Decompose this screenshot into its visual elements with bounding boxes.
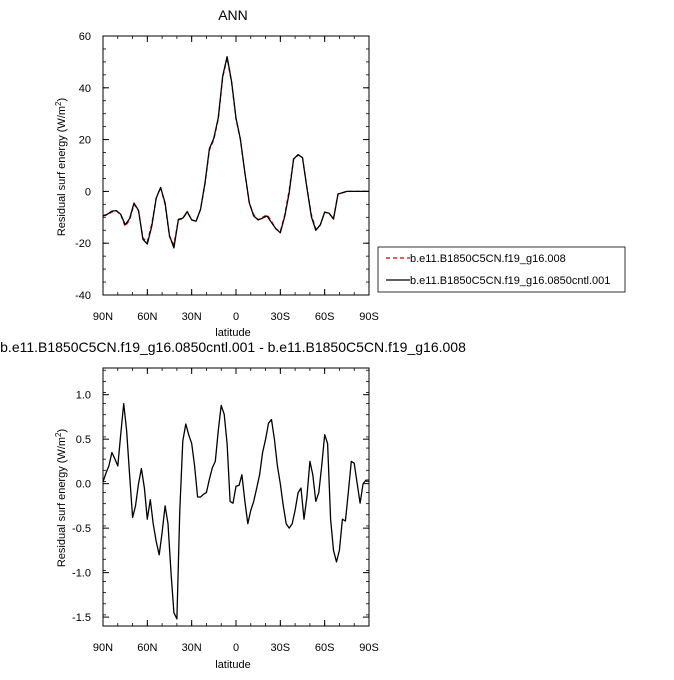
- bottom-x-tick-label: 30N: [182, 642, 202, 654]
- top-y-axis: -40 -20 0 20 40 60: [75, 31, 369, 302]
- top-y-axis-label: Residual surf energy (W/m2): [54, 98, 68, 236]
- top-series-line-2: [102, 56, 369, 249]
- top-x-axis: 90N 60N 30N 0 30S 60S 90S: [93, 36, 379, 323]
- bottom-x-tick-label: 90N: [93, 642, 113, 654]
- top-y-tick-label: -20: [75, 238, 91, 250]
- legend-box: [377, 246, 626, 293]
- bottom-y-tick-label: 1.0: [76, 390, 91, 402]
- top-y-axis-label-main: Residual surf energy (W/m: [56, 106, 68, 236]
- bottom-chart-title: b.e11.B1850C5CN.f19_g16.0850cntl.001 - b…: [0, 339, 466, 355]
- bottom-y-tick-label: 0.5: [76, 434, 91, 446]
- legend-label-series-1: b.e11.B1850C5CN.f19_g16.008: [410, 253, 566, 265]
- top-x-axis-label: latitude: [215, 327, 250, 339]
- bottom-x-tick-label: 0: [233, 642, 239, 654]
- top-chart-title: ANN: [218, 7, 248, 23]
- top-x-tick-label: 90N: [93, 311, 113, 323]
- bottom-x-tick-label: 60N: [137, 642, 157, 654]
- top-x-tick-label: 30N: [182, 311, 202, 323]
- bottom-y-axis-label-sup: 2: [54, 432, 63, 437]
- bottom-y-tick-label: -1.5: [72, 612, 91, 624]
- bottom-y-tick-label: 0.0: [76, 479, 91, 491]
- bottom-x-axis: 90N 60N 30N 0 30S 60S 90S: [93, 368, 379, 654]
- bottom-y-axis-label-main: Residual surf energy (W/m: [56, 437, 68, 567]
- bottom-plot-frame: [102, 367, 370, 627]
- top-y-axis-label-end: ): [56, 98, 68, 102]
- bottom-chart: b.e11.B1850C5CN.f19_g16.0850cntl.001 - b…: [0, 339, 466, 671]
- top-y-tick-label: 0: [85, 186, 91, 198]
- bottom-x-tick-label: 60S: [315, 642, 335, 654]
- bottom-y-tick-label: -0.5: [72, 523, 91, 535]
- legend-label-series-2: b.e11.B1850C5CN.f19_g16.0850cntl.001: [410, 275, 610, 287]
- top-x-tick-label: 90S: [359, 311, 379, 323]
- bottom-y-axis-label-end: ): [56, 429, 68, 433]
- bottom-x-tick-label: 30S: [271, 642, 291, 654]
- top-x-tick-label: 60S: [315, 311, 335, 323]
- top-series-group: [102, 56, 369, 249]
- bottom-x-tick-label: 90S: [359, 642, 379, 654]
- top-series-line-1: [102, 57, 369, 246]
- legend: b.e11.B1850C5CN.f19_g16.008 b.e11.B1850C…: [377, 246, 626, 293]
- top-x-tick-label: 0: [233, 311, 239, 323]
- top-y-tick-label: -40: [75, 290, 91, 302]
- top-plot-frame: [102, 35, 370, 296]
- top-y-tick-label: 60: [79, 31, 91, 43]
- top-y-tick-label: 40: [79, 83, 91, 95]
- top-y-axis-label-sup: 2: [54, 101, 63, 106]
- bottom-x-axis-label: latitude: [215, 659, 250, 671]
- bottom-y-tick-label: -1.0: [72, 568, 91, 580]
- bottom-y-axis-label: Residual surf energy (W/m2): [54, 429, 68, 567]
- top-chart: ANN -40 -20 0 20 40 60 90N 60N 30N 0 30S 60S 90S la…: [54, 7, 379, 339]
- bottom-series-group: [102, 402, 369, 620]
- top-x-tick-label: 60N: [137, 311, 157, 323]
- top-y-tick-label: 20: [79, 135, 91, 147]
- top-x-tick-label: 30S: [271, 311, 291, 323]
- bottom-series-line-1: [102, 402, 369, 620]
